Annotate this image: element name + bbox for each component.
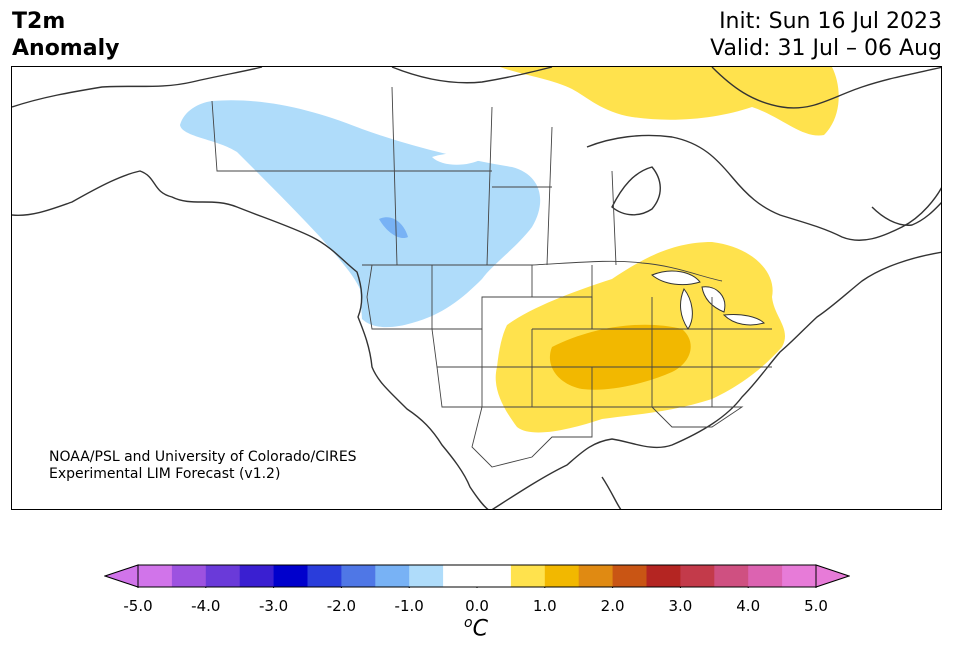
title-line-2: Anomaly [12,36,120,61]
colorbar-tick-label: 3.0 [668,597,693,615]
colorbar-segment [307,565,342,587]
colorbar-segment [138,565,173,587]
colorbar-tick-label: 0.0 [465,597,489,615]
colorbar-segment [273,565,308,587]
cold-anomaly-region [180,100,541,328]
title-line-1: T2m [12,9,66,34]
coastlines [12,67,941,509]
cold-core-region [379,217,408,239]
borders [211,86,772,468]
colorbar-segment [680,565,715,587]
unit-letter: C [472,616,488,642]
colorbar-tick-label: -2.0 [326,597,357,615]
colorbar-tick-label: 1.0 [532,597,557,615]
plot-title: T2m Anomaly [12,8,119,62]
colorbar-segment [612,565,647,587]
colorbar-segment [205,565,241,587]
arctic-warm-region [500,67,839,136]
colorbar-segment [341,565,376,587]
colorbar-extend-high [815,564,850,588]
white-gap [432,152,482,165]
valid-date: Valid: 31 Jul – 06 Aug [710,36,942,61]
colorbar-segment [578,565,614,587]
colorbar-segment [375,565,410,587]
colorbar-tick-label: -3.0 [258,597,289,615]
credit-line-1: NOAA/PSL and University of Colorado/CIRE… [49,449,357,465]
anomaly-map [11,66,942,510]
colorbar-segment [409,565,444,587]
colorbar-tick-label: -4.0 [191,597,221,615]
colorbar-tick-label: 2.0 [600,597,625,615]
colorbar-segment [510,565,546,587]
credit-text: NOAA/PSL and University of Colorado/CIRE… [49,449,357,483]
colorbar-tick-label: 4.0 [736,597,761,615]
colorbar-segment [748,565,783,587]
colorbar-segment [646,565,681,587]
colorbar-segment [443,565,478,587]
credit-line-2: Experimental LIM Forecast (v1.2) [49,466,281,482]
unit-label: oC [464,615,488,641]
colorbar [104,564,850,588]
colorbar-segment [544,565,580,587]
unit-degree-symbol: o [464,615,473,631]
colorbar-extend-low [104,564,139,588]
colorbar-tick-label: -1.0 [394,597,424,615]
colorbar-segment [714,565,749,587]
colorbar-tick-label: -5.0 [123,597,153,615]
colorbar-segment [477,565,512,587]
colorbar-segment [782,565,817,587]
colorbar-tick-label: 5.0 [804,597,828,615]
date-info: Init: Sun 16 Jul 2023 Valid: 31 Jul – 06… [710,8,942,62]
init-date: Init: Sun 16 Jul 2023 [719,9,942,34]
colorbar-segment [239,565,275,587]
warm-core-region [549,324,691,390]
colorbar-segment [171,565,207,587]
map-svg [12,67,941,509]
